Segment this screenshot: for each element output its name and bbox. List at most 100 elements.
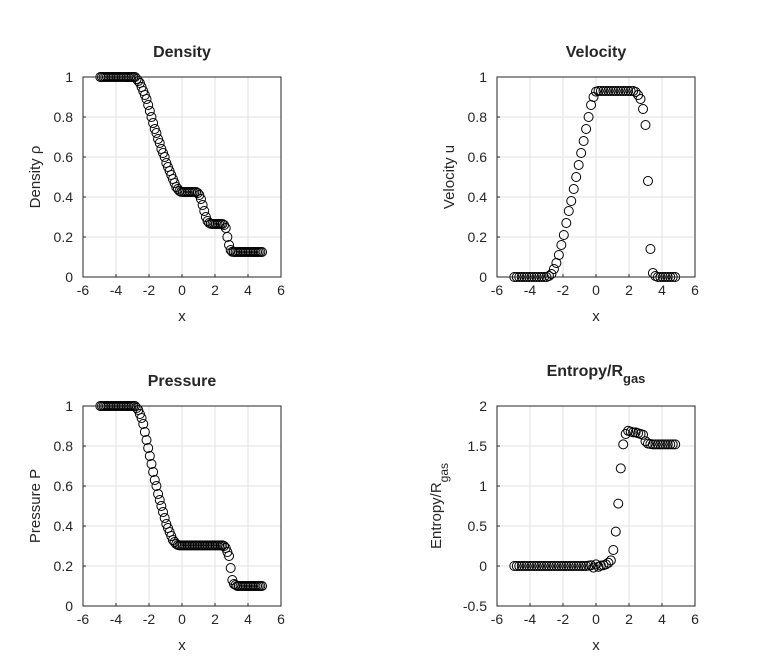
data-point (598, 86, 609, 96)
data-point (219, 541, 230, 551)
y-axis-label: Pressure P (27, 469, 44, 543)
data-point (536, 561, 547, 571)
data-point (561, 218, 572, 228)
x-tick-label: -6 (491, 611, 504, 627)
data-point (143, 100, 154, 110)
x-tick-label: 0 (592, 282, 600, 298)
data-point (647, 439, 658, 450)
data-point (591, 559, 601, 570)
x-tick-label: 2 (625, 611, 633, 627)
data-point (563, 561, 574, 571)
data-point (219, 220, 230, 230)
data-point (645, 244, 656, 254)
data-point (511, 561, 522, 571)
y-tick-label: 0.4 (468, 189, 488, 205)
y-tick-label: 0.2 (468, 229, 488, 245)
data-point (613, 86, 624, 96)
data-point (136, 413, 147, 423)
data-point (628, 427, 639, 438)
x-axis-label: x (178, 637, 186, 654)
y-tick-label: 1 (65, 398, 73, 414)
data-point (618, 86, 629, 96)
data-point (615, 463, 626, 474)
y-tick-label: 1 (65, 69, 73, 85)
y-tick-label: 0 (65, 269, 73, 285)
y-tick-label: 0.2 (54, 558, 74, 574)
entropy-panel: -6 -4 -2 0 2 4 6-0.500.511.52 Entropy/Rgas x E… (428, 363, 699, 654)
data-point (543, 561, 554, 571)
x-tick-label: 4 (244, 611, 252, 627)
y-tick-label: 0.6 (54, 478, 74, 494)
data-point (531, 561, 542, 571)
data-point (566, 561, 577, 571)
data-point (148, 118, 159, 128)
data-point (154, 495, 165, 505)
y-tick-label: -0.5 (463, 598, 487, 614)
y-tick-label: 0.4 (54, 518, 74, 534)
y-tick-label: 0.2 (54, 229, 74, 245)
data-point (146, 112, 157, 122)
x-tick-label: -4 (110, 611, 123, 627)
data-point (149, 475, 160, 485)
data-point (139, 427, 150, 437)
title-main: Entropy/R (547, 363, 624, 380)
data-point (576, 148, 587, 158)
data-point (257, 581, 268, 591)
ylabel-subscript: gas (437, 463, 451, 482)
data-point (519, 561, 530, 571)
data-point (541, 561, 552, 571)
data-point (141, 435, 152, 445)
data-point (529, 561, 540, 571)
data-point (638, 104, 649, 114)
data-point (623, 86, 634, 96)
data-point (225, 563, 236, 573)
data-point (571, 561, 582, 571)
data-point (583, 112, 594, 122)
y-tick-label: 0 (65, 598, 73, 614)
data-point (603, 557, 614, 568)
x-tick-label: -4 (524, 611, 537, 627)
y-tick-label: 0.8 (54, 109, 74, 125)
data-point (514, 561, 525, 571)
data-point (154, 138, 165, 148)
data-point (224, 240, 235, 250)
data-point (138, 419, 149, 429)
data-point (615, 86, 626, 96)
x-tick-label: 2 (211, 611, 219, 627)
data-point (586, 560, 597, 571)
data-point (593, 561, 604, 572)
x-axis-label: x (592, 308, 600, 325)
data-point (195, 194, 206, 204)
data-point (593, 86, 604, 96)
data-point (197, 200, 208, 210)
data-point (655, 439, 666, 450)
data-point (665, 439, 676, 450)
data-point (509, 561, 520, 571)
data-point (561, 561, 572, 571)
x-tick-label: -6 (77, 282, 90, 298)
data-point (158, 507, 169, 517)
data-point (131, 403, 142, 413)
data-point (595, 86, 606, 96)
x-tick-label: 6 (277, 611, 285, 627)
density-panel: -6 -4 -2 0 2 4 6 0 0.2 0.4 0.6 0.8 1 Density x Densi… (27, 44, 285, 325)
y-axis-label: Entropy/Rgas (428, 463, 451, 549)
data-point (670, 439, 681, 450)
x-tick-label: -4 (110, 282, 123, 298)
y-tick-label: 0.6 (468, 149, 488, 165)
data-point (640, 120, 651, 130)
x-tick-label: -6 (491, 282, 504, 298)
data-point (159, 152, 170, 162)
y-tick-label: 0 (479, 558, 487, 574)
chart-title: Entropy/Rgas (547, 363, 646, 386)
data-point (652, 439, 663, 450)
tick-labels: -6 -4 -2 0 2 4 6 -0.5 0 0.5 1 1.5 2 (463, 398, 699, 627)
y-tick-label: 1 (479, 478, 487, 494)
data-point (573, 160, 584, 170)
chart-title: Pressure (148, 373, 217, 390)
data-point (667, 439, 678, 450)
data-point (169, 537, 180, 547)
data-point (650, 439, 661, 450)
data-point (605, 86, 616, 96)
data-point (151, 481, 162, 491)
